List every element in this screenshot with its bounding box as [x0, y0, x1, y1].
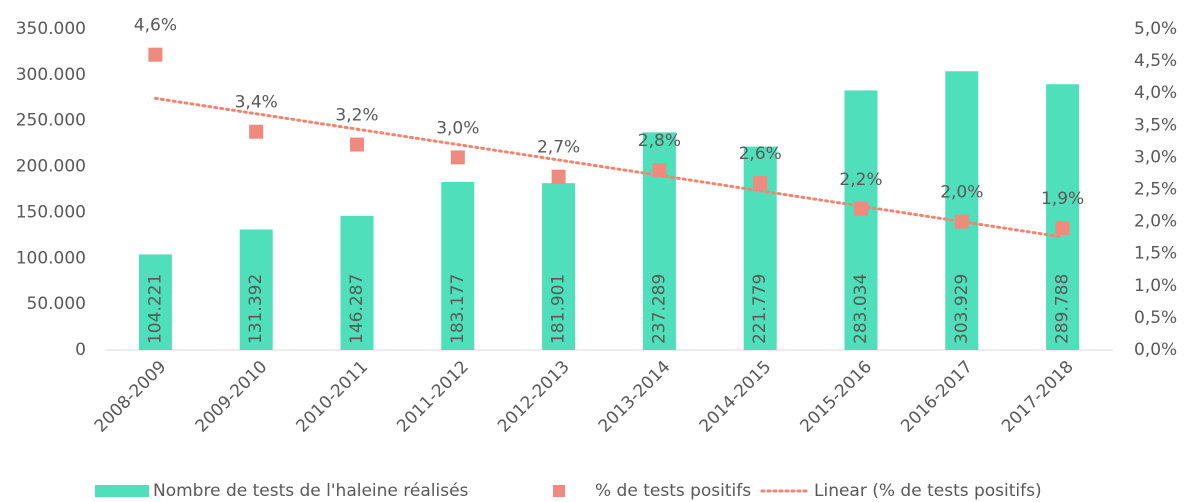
marker	[249, 124, 264, 139]
y2-tick-label: 4,0%	[1134, 83, 1177, 103]
bar-value-label: 289.788	[1053, 274, 1073, 344]
bar-value-label: 131.392	[246, 274, 266, 344]
marker	[954, 214, 969, 229]
bar-value-label: 104.221	[145, 274, 165, 344]
y2-tick-label: 3,5%	[1134, 115, 1177, 135]
point-value-label: 2,2%	[839, 170, 882, 190]
bar	[542, 183, 576, 350]
y-tick-label: 300.000	[16, 65, 86, 85]
y-tick-label: 100.000	[16, 248, 86, 268]
marker	[854, 201, 868, 216]
x-tick-label: 2015-2016	[796, 357, 876, 437]
bar	[340, 215, 374, 350]
marker	[753, 176, 768, 191]
x-tick-label: 2010-2011	[292, 357, 372, 437]
bar-value-label: 183.177	[448, 274, 468, 344]
point-value-label: 3,2%	[335, 106, 378, 126]
bar	[844, 90, 878, 350]
y-tick-label: 50.000	[27, 294, 86, 314]
x-tick-label: 2009-2010	[192, 357, 272, 437]
bar-value-label: 146.287	[347, 274, 367, 344]
bar-value-label: 303.929	[952, 274, 972, 344]
y2-tick-label: 4,5%	[1134, 51, 1177, 71]
y-tick-label: 200.000	[16, 157, 86, 177]
point-value-label: 2,0%	[940, 183, 983, 203]
marker	[148, 47, 163, 62]
marker	[652, 163, 667, 178]
point-value-label: 2,6%	[739, 144, 782, 164]
y-tick-label: 250.000	[16, 111, 86, 131]
y2-tick-label: 2,0%	[1134, 212, 1177, 232]
y-tick-label: 350.000	[16, 19, 86, 39]
bar	[1046, 84, 1080, 350]
legend-swatch	[95, 485, 149, 497]
x-tick-label: 2014-2015	[696, 357, 776, 437]
y2-tick-label: 5,0%	[1134, 19, 1177, 39]
marker	[1055, 221, 1070, 236]
marker	[350, 137, 364, 152]
point-value-label: 2,8%	[638, 131, 681, 151]
x-tick-label: 2012-2013	[494, 357, 574, 437]
bar	[138, 254, 172, 350]
point-value-label: 1,9%	[1041, 189, 1084, 209]
bar	[945, 71, 979, 350]
marker	[551, 169, 566, 184]
point-value-label: 2,7%	[537, 138, 580, 158]
y2-tick-label: 0,5%	[1134, 308, 1177, 328]
x-tick-label: 2017-2018	[998, 357, 1078, 437]
point-value-label: 3,4%	[235, 93, 278, 113]
legend-label: Nombre de tests de l'haleine réalisés	[153, 481, 469, 501]
bar-value-label: 283.034	[851, 274, 871, 344]
legend-label: Linear (% de tests positifs)	[814, 481, 1042, 501]
marker	[450, 150, 465, 165]
x-tick-label: 2011-2012	[393, 357, 473, 437]
point-value-label: 4,6%	[134, 16, 177, 36]
legend-label: % de tests positifs	[595, 481, 751, 501]
trend-line	[153, 96, 1065, 239]
y-tick-label: 150.000	[16, 202, 86, 222]
y2-tick-label: 2,5%	[1134, 180, 1177, 200]
x-tick-label: 2008-2009	[91, 357, 171, 437]
x-tick-label: 2013-2014	[595, 357, 675, 437]
bar-value-label: 221.779	[750, 274, 770, 344]
bar-value-label: 237.289	[649, 274, 669, 344]
y2-tick-label: 1,0%	[1134, 276, 1177, 296]
bar-value-label: 181.901	[549, 274, 569, 344]
y2-tick-label: 0,0%	[1134, 340, 1177, 360]
x-tick-label: 2016-2017	[897, 357, 977, 437]
bar	[441, 182, 475, 350]
y-tick-label: 0	[75, 340, 86, 360]
y2-tick-label: 3,0%	[1134, 147, 1177, 167]
bar	[239, 229, 273, 350]
legend-swatch	[553, 485, 565, 497]
point-value-label: 3,0%	[436, 118, 479, 138]
y2-tick-label: 1,5%	[1134, 244, 1177, 264]
